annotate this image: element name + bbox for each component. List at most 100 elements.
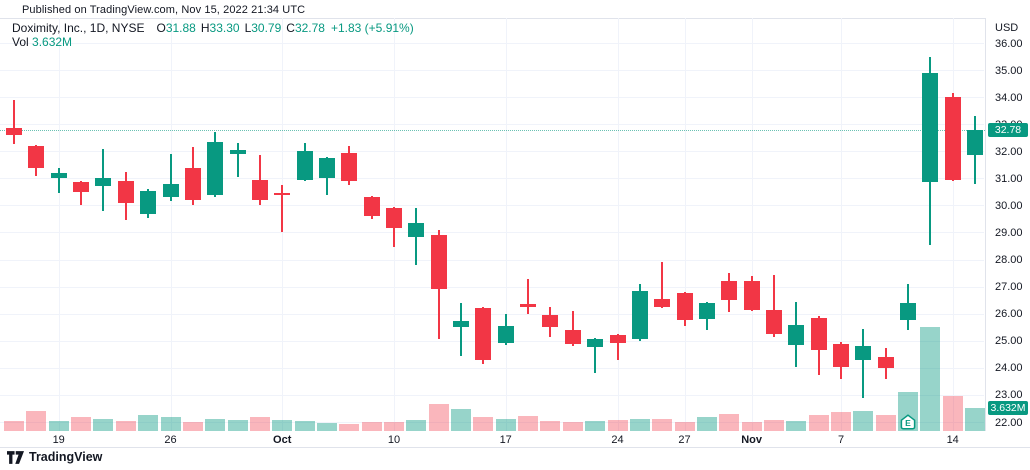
- volume-bar-oct-6: [339, 423, 360, 432]
- price-tick: 22.00: [995, 416, 1023, 429]
- candle-oct-31: [721, 281, 738, 301]
- candle-oct-7: [363, 197, 380, 217]
- legend-ohlc-value: 31.88: [165, 21, 196, 35]
- volume-bar-oct-26: [652, 418, 673, 432]
- candle-sep-16: [28, 145, 45, 168]
- candle-wick-sep-20: [80, 181, 83, 206]
- candle-sep-29: [229, 149, 246, 154]
- current-price-label: 32.78: [988, 123, 1028, 138]
- time-tick-oct: Oct: [273, 434, 292, 446]
- candle-nov-15: [967, 130, 984, 155]
- volume-bar-nov-2: [763, 419, 784, 432]
- candle-wick-oct-21: [594, 338, 597, 374]
- volume-bar-oct-13: [451, 408, 471, 432]
- gridline-horizontal: [0, 394, 984, 396]
- volume-bar-sep-23: [138, 414, 159, 432]
- volume-bar-nov-15: [965, 408, 986, 432]
- volume-bar-oct-27: [674, 421, 695, 432]
- price-tick: 28.00: [995, 254, 1023, 267]
- legend-ohlc-key: H: [200, 21, 210, 35]
- time-tick-14: 14: [946, 434, 959, 446]
- candle-nov-14: [944, 97, 961, 180]
- candle-oct-20: [564, 330, 581, 344]
- volume-bar-sep-29: [227, 419, 248, 432]
- volume-bar-nov-9: [875, 414, 896, 432]
- candle-sep-23: [140, 190, 157, 214]
- volume-bar-oct-28: [696, 417, 717, 432]
- time-tick-nov: Nov: [741, 434, 762, 446]
- gridline-horizontal: [0, 286, 984, 288]
- candle-sep-21: [95, 178, 112, 187]
- gridline-horizontal: [0, 259, 984, 261]
- gridline-vertical: [751, 18, 753, 431]
- earnings-badge: E: [900, 414, 916, 435]
- gridline-horizontal: [0, 97, 984, 99]
- price-tick: 29.00: [995, 227, 1023, 239]
- candle-wick-oct-24: [616, 334, 619, 360]
- time-tick-27: 27: [678, 434, 691, 446]
- gridline-horizontal: [0, 232, 984, 234]
- gridline-horizontal: [0, 421, 984, 423]
- volume-bar-sep-16: [26, 410, 47, 432]
- volume-bar-sep-28: [205, 418, 226, 432]
- volume-bar-oct-24: [607, 419, 628, 432]
- candle-sep-27: [184, 167, 201, 200]
- candle-wick-sep-26: [169, 154, 172, 202]
- price-tick: 36.00: [995, 37, 1023, 50]
- gridline-horizontal: [0, 43, 984, 44]
- candle-nov-11: [922, 72, 939, 183]
- time-tick-24: 24: [611, 434, 624, 446]
- legend-volume-value: 3.632M: [32, 35, 73, 49]
- time-tick-10: 10: [387, 434, 401, 446]
- candle-sep-28: [207, 141, 224, 195]
- volume-bar-sep-27: [182, 422, 203, 432]
- candle-nov-1: [743, 281, 760, 310]
- gridline-horizontal: [0, 151, 984, 153]
- candle-oct-3: [274, 193, 291, 195]
- candle-wick-nov-8: [862, 328, 865, 398]
- legend: Doximity, Inc., 1D, NYSE O31.88 H33.30 L30.…: [12, 21, 414, 49]
- gridline-vertical: [841, 18, 842, 431]
- candle-wick-oct-3: [281, 185, 284, 233]
- volume-bar-sep-19: [48, 421, 69, 432]
- gridline-horizontal: [0, 124, 984, 126]
- candle-oct-17: [497, 325, 514, 344]
- volume-bar-oct-3: [272, 419, 293, 432]
- candle-nov-2: [765, 309, 782, 335]
- volume-bar-nov-8: [853, 410, 874, 432]
- time-tick-26: 26: [164, 434, 177, 446]
- price-tick: 23.00: [995, 389, 1023, 402]
- tradingview-attribution[interactable]: TradingView: [7, 450, 102, 464]
- current-price-line: [0, 130, 985, 132]
- time-tick-17: 17: [499, 434, 512, 446]
- candle-oct-14: [475, 308, 492, 360]
- candle-sep-22: [117, 181, 134, 203]
- volume-bar-oct-17: [495, 418, 516, 432]
- volume-bar-oct-25: [629, 418, 650, 432]
- candle-oct-28: [698, 302, 715, 320]
- tradingview-logo-icon: [7, 450, 24, 464]
- candle-wick-sep-19: [57, 167, 60, 194]
- volume-bar-nov-11: [920, 327, 941, 432]
- volume-bar-oct-12: [428, 403, 449, 432]
- volume-bar-oct-18: [518, 415, 539, 432]
- bottom-divider: [0, 447, 1030, 448]
- time-tick-19: 19: [52, 434, 65, 446]
- time-axis[interactable]: 19 26 Oct 10 17 24 27 Nov 7 14: [0, 431, 1030, 447]
- legend-ohlc-value: 33.30: [209, 21, 240, 35]
- chart-canvas[interactable]: E: [0, 18, 986, 432]
- candle-oct-27: [676, 293, 693, 321]
- volume-bar-sep-26: [160, 417, 181, 432]
- price-axis[interactable]: USD36.0035.0034.0033.0032.0031.0030.0029…: [985, 18, 1030, 431]
- volume-bar-nov-7: [831, 412, 851, 432]
- volume-bar-oct-19: [540, 420, 561, 432]
- time-tick-7: 7: [837, 434, 845, 446]
- volume-bar-sep-22: [115, 421, 136, 432]
- candle-nov-4: [810, 317, 827, 351]
- top-divider: [0, 18, 1030, 19]
- candle-oct-5: [318, 158, 335, 179]
- price-tick: 35.00: [995, 64, 1023, 77]
- candle-wick-sep-15: [13, 99, 15, 145]
- candle-oct-6: [341, 152, 358, 181]
- tradingview-brand-text: TradingView: [29, 450, 103, 464]
